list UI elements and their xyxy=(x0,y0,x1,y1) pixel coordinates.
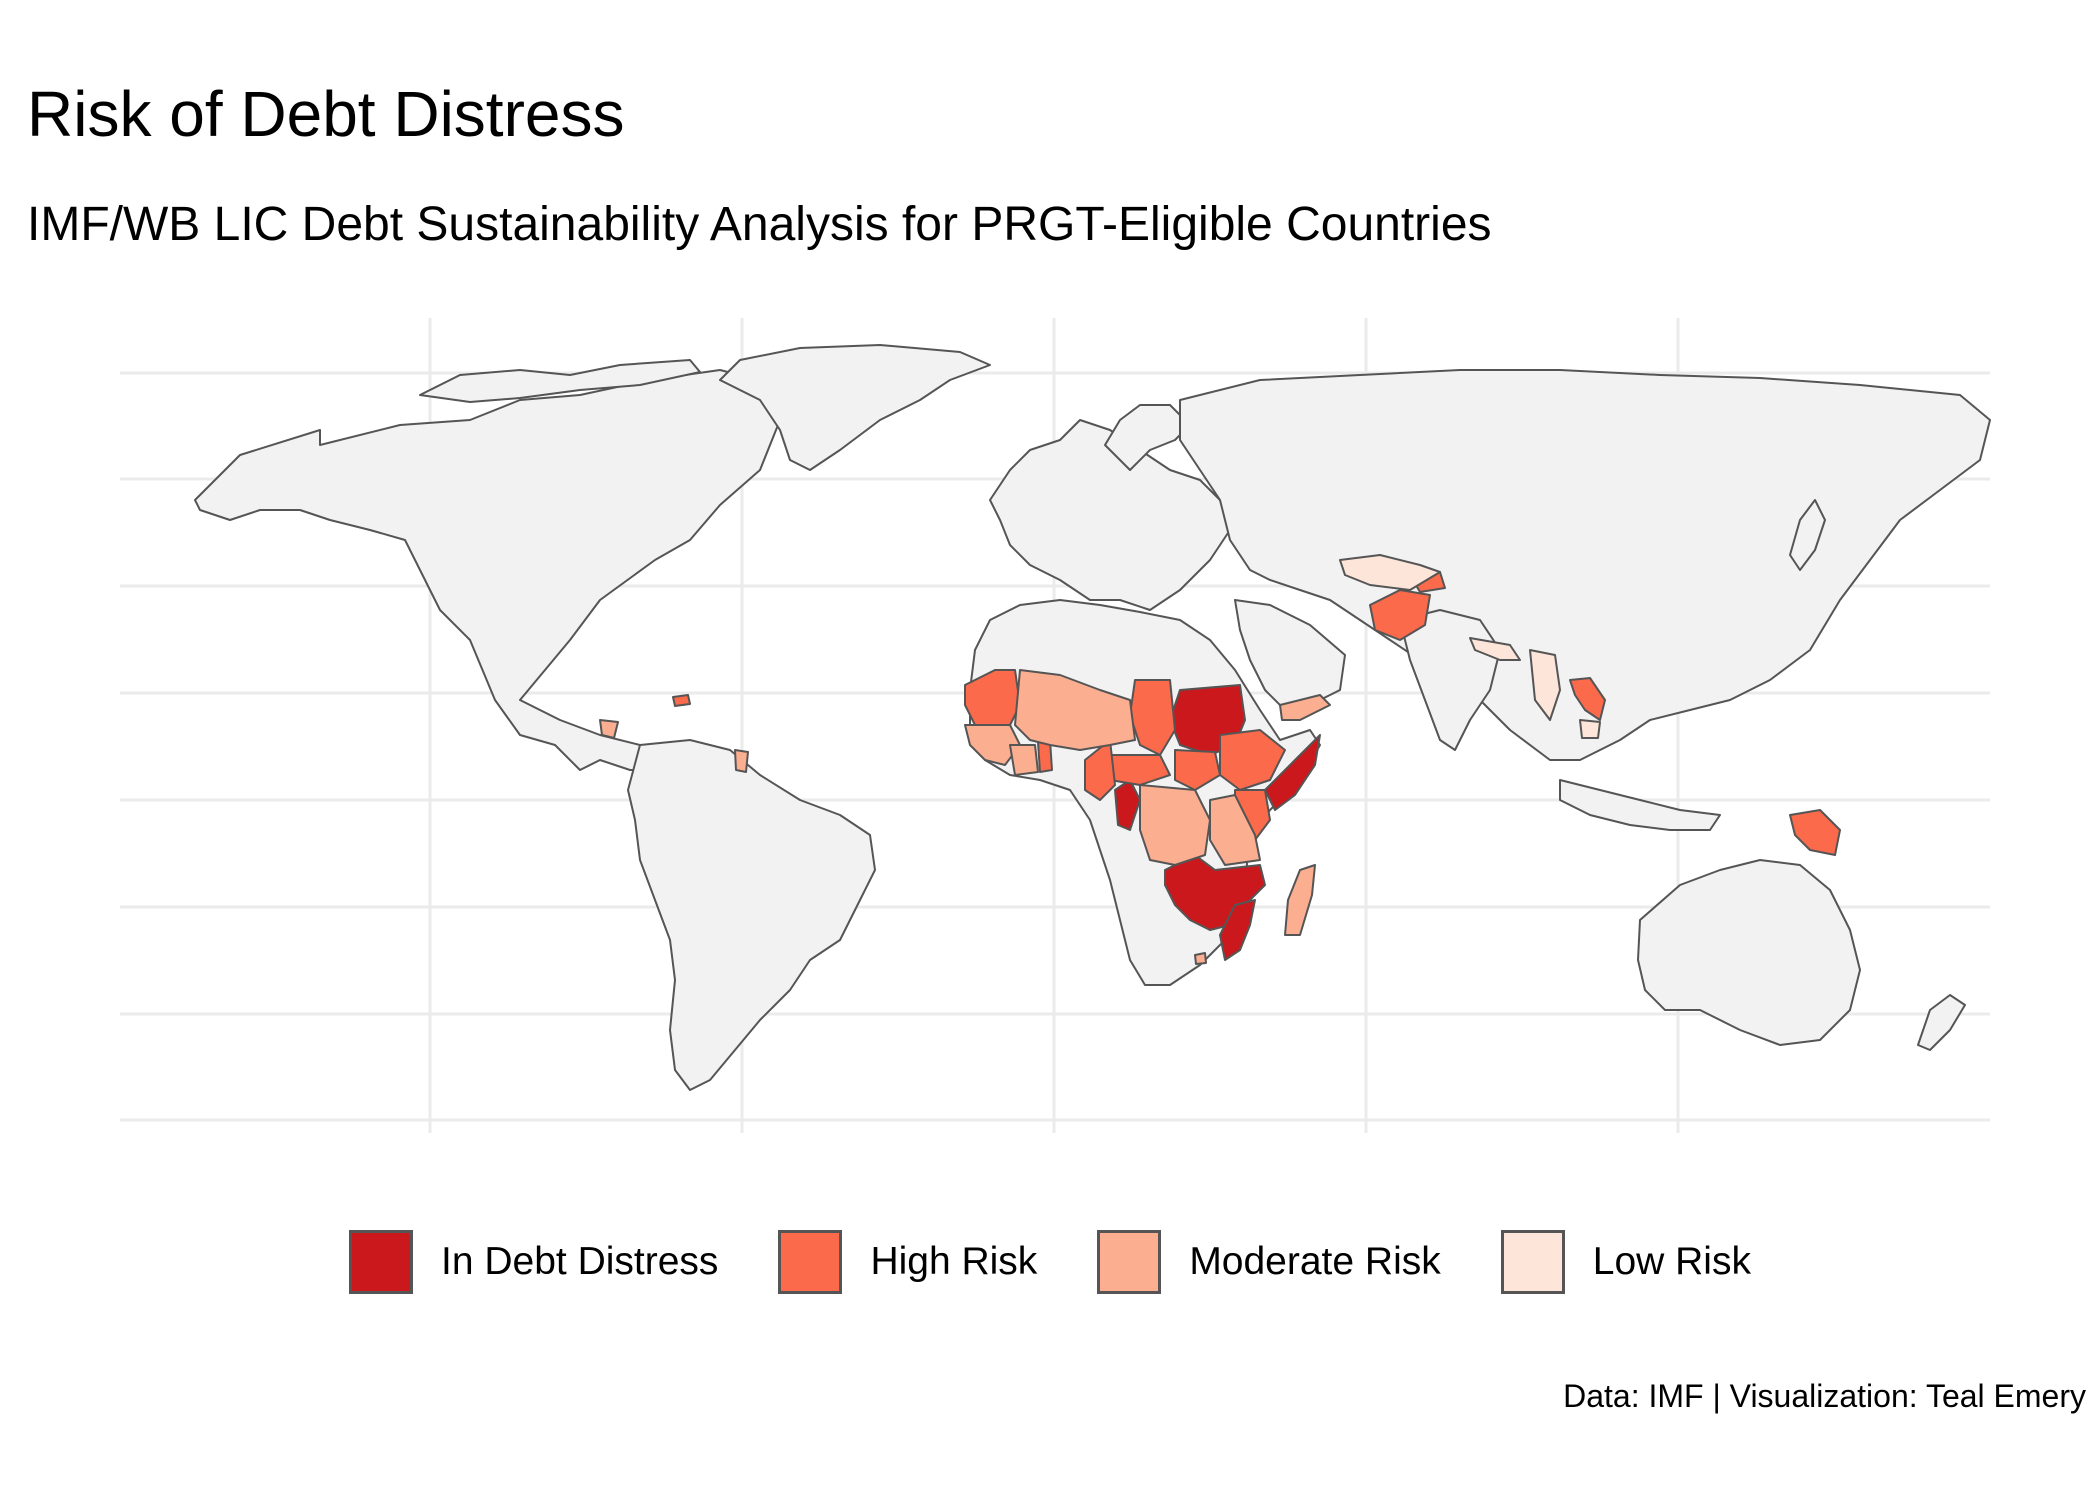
legend-label: In Debt Distress xyxy=(441,1240,719,1283)
caption: Data: IMF | Visualization: Teal Emery xyxy=(1563,1378,2086,1414)
region-ethiopia xyxy=(1219,729,1286,791)
new-zealand xyxy=(1917,994,1966,1051)
region-lesotho xyxy=(1194,952,1207,965)
legend-label: Moderate Risk xyxy=(1189,1240,1441,1283)
legend-swatch-moderate-risk xyxy=(1097,1230,1162,1294)
greenland xyxy=(719,344,991,471)
region-somalia xyxy=(1264,734,1321,811)
risk-countries xyxy=(599,554,1841,965)
region-afghanistan xyxy=(1369,589,1431,641)
legend-swatch-low-risk xyxy=(1500,1230,1565,1294)
south-america xyxy=(627,739,876,1091)
region-nicaragua xyxy=(599,719,619,739)
region-guyana xyxy=(734,749,749,773)
region-cote-divoire xyxy=(1009,744,1039,776)
australia xyxy=(1637,859,1861,1046)
canada-islands xyxy=(419,359,701,403)
indonesia xyxy=(1559,779,1721,831)
legend-item-high-risk: High Risk xyxy=(778,1230,1037,1294)
legend-swatch-high-risk xyxy=(778,1230,843,1294)
region-myanmar xyxy=(1529,649,1561,721)
region-tanzania-uganda xyxy=(1209,794,1261,866)
legend: In Debt Distress High Risk Moderate Risk… xyxy=(0,1230,2100,1294)
legend-swatch-in-debt-distress xyxy=(349,1230,414,1294)
base-land xyxy=(194,344,1991,1091)
legend-item-moderate-risk: Moderate Risk xyxy=(1097,1230,1441,1294)
region-south-sudan xyxy=(1174,749,1221,791)
region-uzbekistan-kyrgyzstan xyxy=(1339,554,1441,591)
region-madagascar xyxy=(1284,864,1316,936)
region-drc xyxy=(1139,784,1211,866)
chart-title: Risk of Debt Distress xyxy=(27,78,625,150)
asia xyxy=(1179,369,1991,761)
region-mozambique xyxy=(1219,899,1256,961)
region-mali-niger-burkina xyxy=(1014,669,1136,751)
japan xyxy=(1789,499,1826,571)
chart-subtitle: IMF/WB LIC Debt Sustainability Analysis … xyxy=(27,198,1492,251)
region-senegal-guinea xyxy=(964,724,1021,766)
region-haiti xyxy=(672,694,691,707)
region-nepal-bangladesh xyxy=(1469,637,1521,661)
legend-item-in-debt-distress: In Debt Distress xyxy=(349,1230,718,1294)
region-png xyxy=(1789,809,1841,856)
north-america xyxy=(194,369,781,771)
legend-item-low-risk: Low Risk xyxy=(1500,1230,1751,1294)
region-cambodia xyxy=(1579,719,1601,739)
region-yemen xyxy=(1279,694,1331,721)
legend-label: Low Risk xyxy=(1592,1240,1751,1283)
region-laos xyxy=(1569,677,1606,721)
legend-label: High Risk xyxy=(870,1240,1038,1283)
